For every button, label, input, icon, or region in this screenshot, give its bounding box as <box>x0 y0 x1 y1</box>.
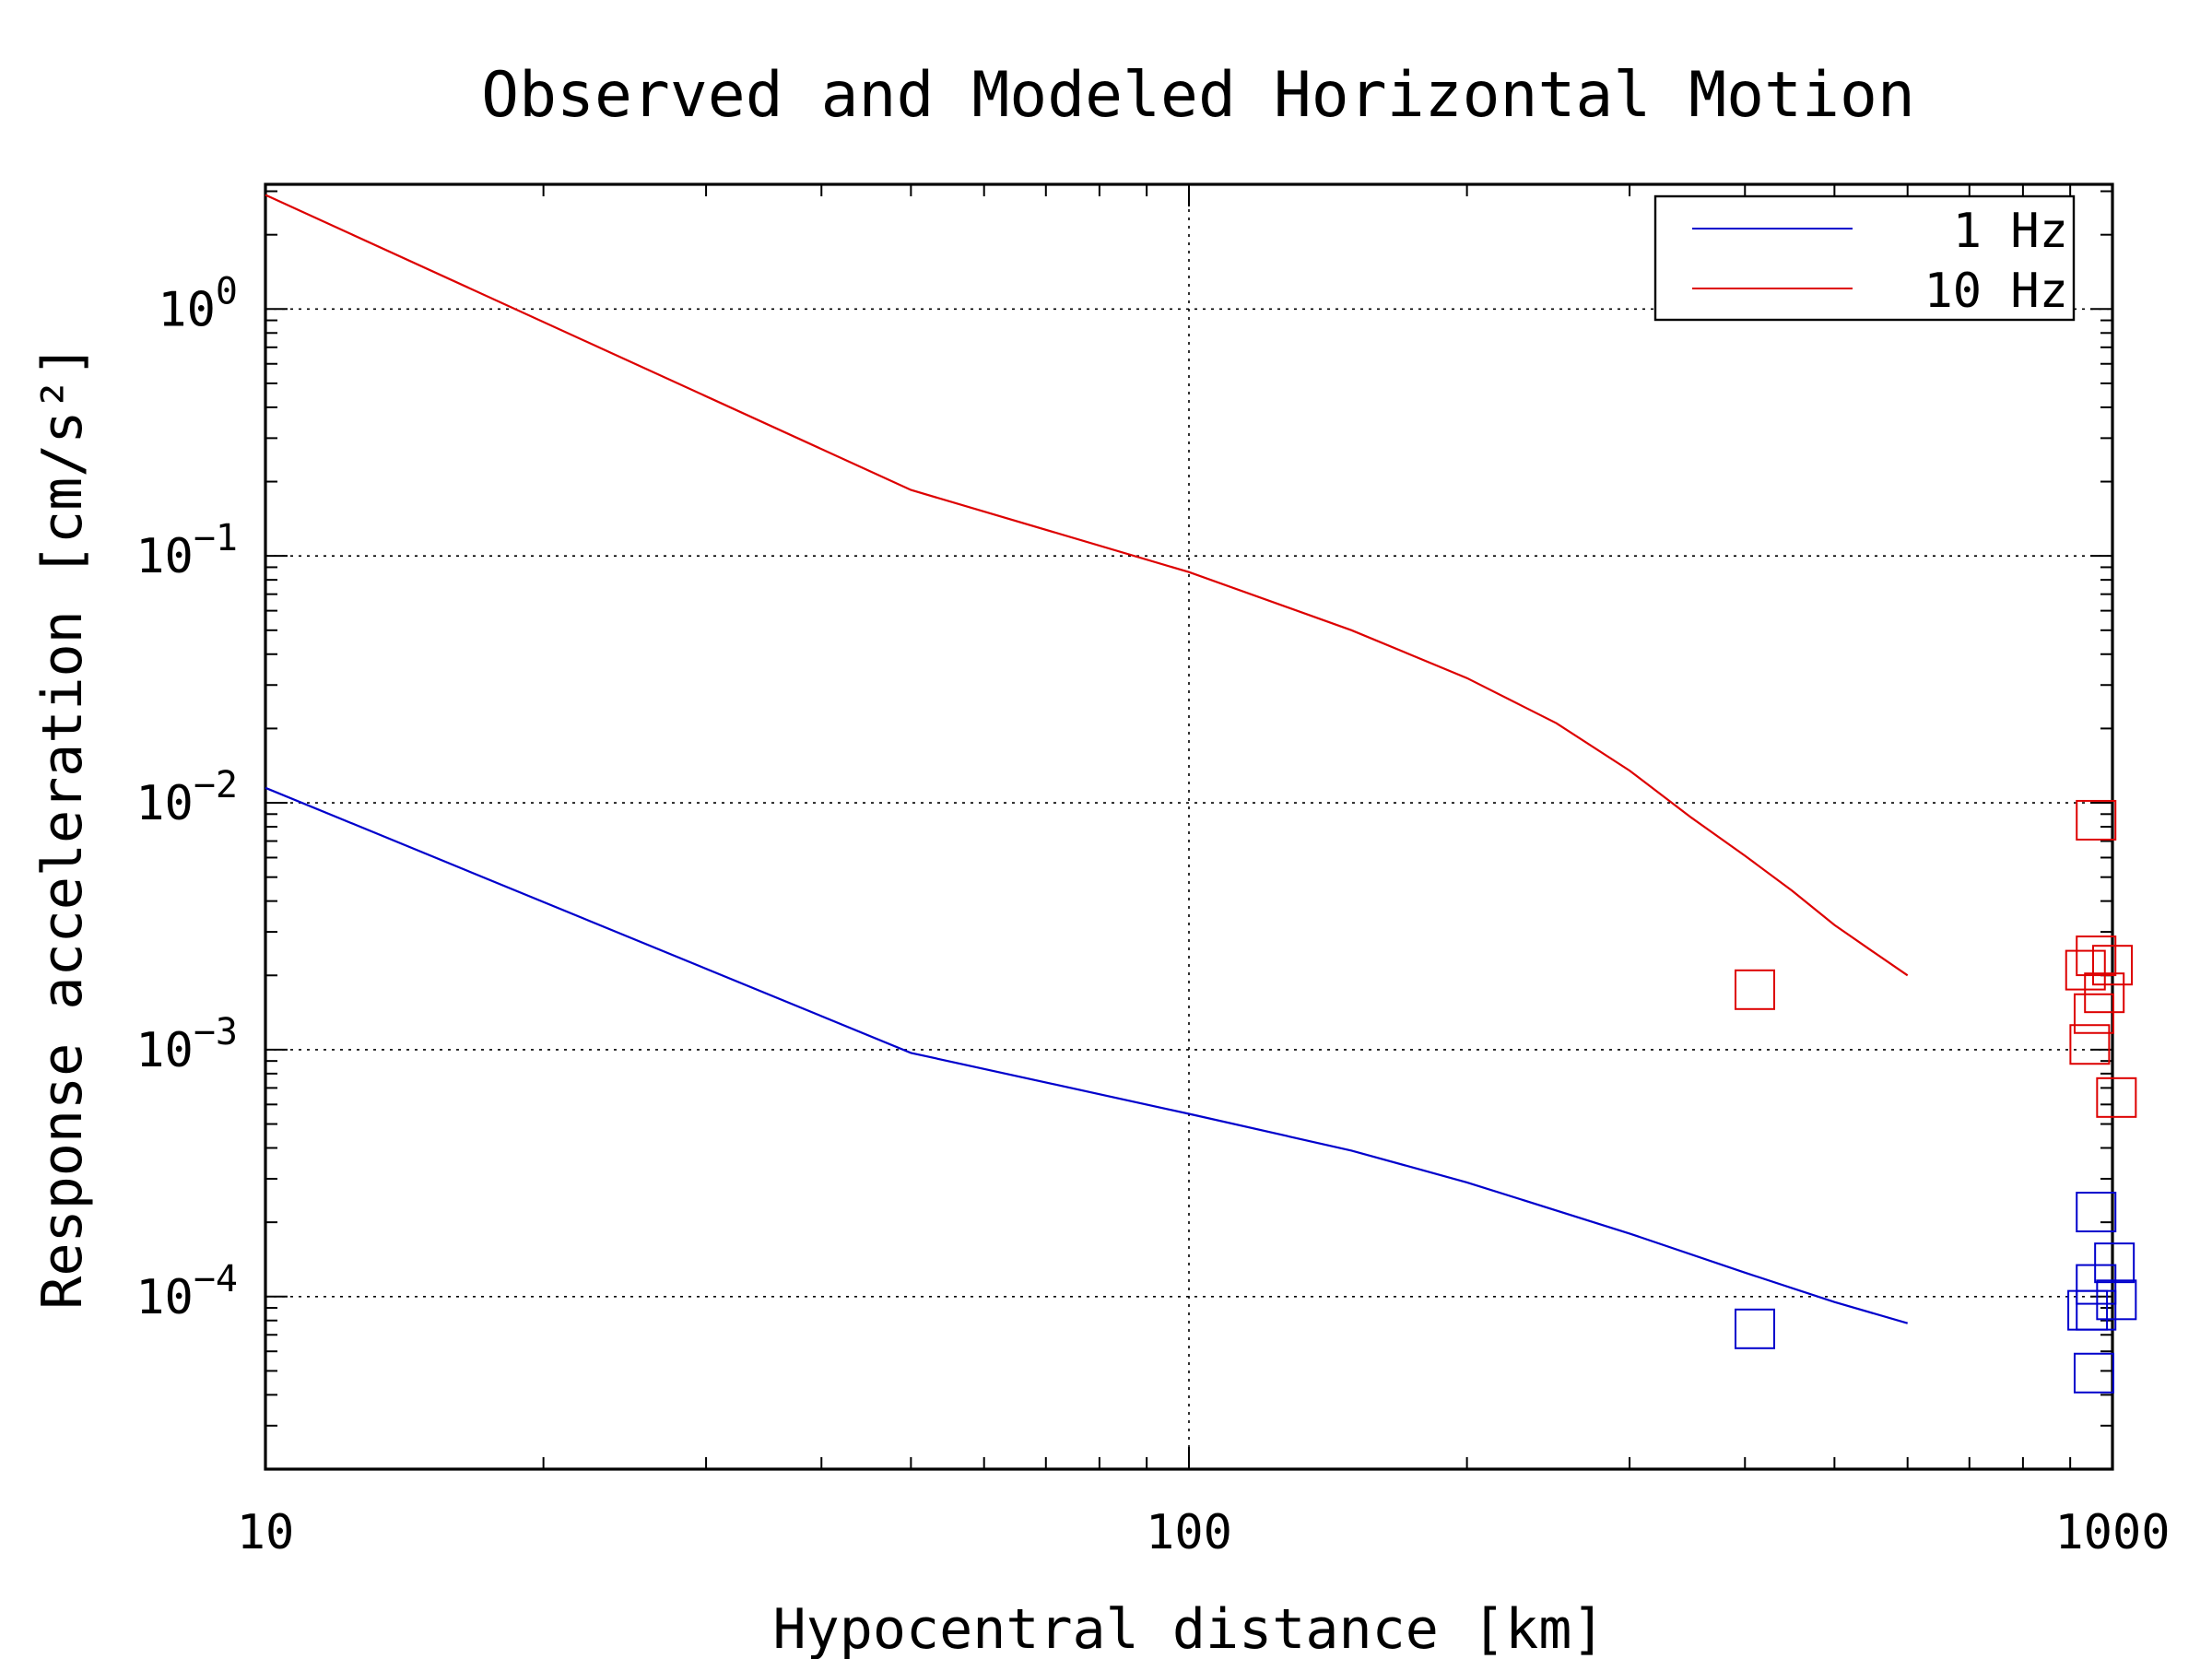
y-tick-label: 10−3 <box>135 1011 238 1078</box>
x-tick-label: 1000 <box>2054 1505 2170 1560</box>
y-tick-label: 10−4 <box>135 1258 238 1325</box>
x-axis-label: Hypocentral distance [km] <box>772 1597 1605 1659</box>
y-axis-label: Response acceleration [cm/s²] <box>30 344 95 1310</box>
x-tick-label: 10 <box>237 1505 295 1560</box>
y-tick-label: 10−1 <box>135 517 238 584</box>
observation-marker <box>2076 799 2117 841</box>
plot-frame <box>264 182 2114 1471</box>
observation-marker <box>2073 993 2114 1034</box>
observation-marker <box>2084 972 2125 1014</box>
axis-ticks <box>265 184 2112 1470</box>
legend-box <box>1653 194 2076 322</box>
observation-marker <box>2096 1279 2137 1321</box>
series-lines <box>265 194 1909 1324</box>
observation-marker <box>1735 969 1776 1010</box>
x-tick-labels: 10 100 1000 <box>237 1505 2171 1560</box>
observation-marker <box>2073 1352 2114 1394</box>
observation-marker <box>2094 1242 2136 1284</box>
series-line-1hz <box>265 786 1909 1324</box>
legend-label-10hz: 10 Hz <box>1924 264 2068 319</box>
observation-marker <box>1735 1308 1776 1349</box>
y-tick-label: 10−2 <box>135 764 238 831</box>
legend: 1 Hz 10 Hz <box>1653 194 2076 322</box>
observation-marker <box>2076 1192 2117 1233</box>
observation-marker <box>2096 1077 2137 1118</box>
grid-lines <box>265 184 2112 1469</box>
y-tick-labels: 100 10−1 10−2 10−3 10−4 <box>135 270 238 1324</box>
observation-marker <box>2076 935 2117 977</box>
legend-label-1hz: 1 Hz <box>1953 204 2068 259</box>
series-line-10hz <box>265 194 1909 977</box>
observation-marker <box>2076 1289 2117 1331</box>
observation-markers <box>1735 799 2137 1394</box>
x-tick-label: 100 <box>1146 1505 1232 1560</box>
observation-marker <box>2076 1264 2117 1305</box>
observation-marker <box>2092 945 2133 986</box>
y-tick-label: 100 <box>158 270 238 337</box>
chart-title: Observed and Modeled Horizontal Motion <box>481 59 1915 132</box>
observation-marker <box>2069 1024 2111 1065</box>
